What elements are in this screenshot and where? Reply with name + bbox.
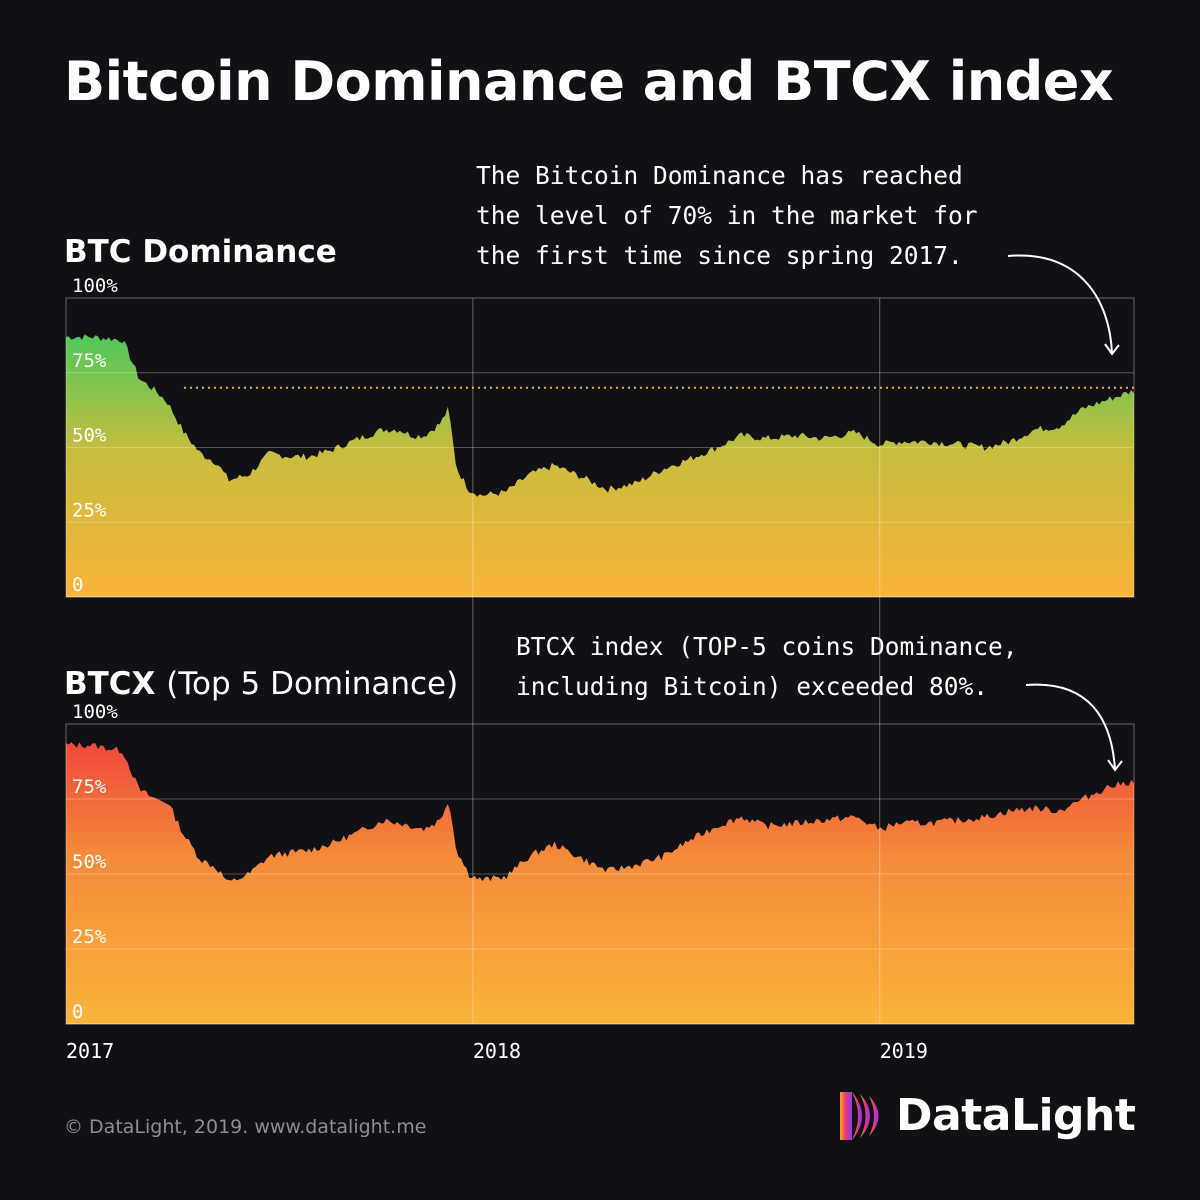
x-tick-label: 2017 xyxy=(66,1039,114,1063)
btc-y-tick-label: 25% xyxy=(72,499,107,521)
datalight-logo[interactable]: DataLight xyxy=(838,1088,1148,1144)
btcx-title-bold: BTCX xyxy=(64,666,156,702)
btc-y-tick-label: 75% xyxy=(72,350,107,372)
btcx-y-tick-label: 100% xyxy=(72,701,118,723)
btc-annotation: The Bitcoin Dominance has reached the lev… xyxy=(476,156,978,276)
btcx-y-tick-label: 75% xyxy=(72,776,107,798)
btcx-annotation-arrow-head xyxy=(1107,759,1123,772)
btc-annotation-line: the first time since spring 2017. xyxy=(476,241,963,270)
x-tick-label: 2019 xyxy=(880,1039,928,1063)
btc-y-tick-label: 0 xyxy=(72,574,83,596)
btcx-chart-title: BTCX (Top 5 Dominance) xyxy=(64,666,458,702)
btc-annotation-arrow-head xyxy=(1104,343,1120,356)
x-tick-label: 2018 xyxy=(473,1039,521,1063)
btcx-title-rest: (Top 5 Dominance) xyxy=(166,666,459,702)
page-title: Bitcoin Dominance and BTCX index xyxy=(64,50,1114,113)
logo-text: DataLight xyxy=(896,1090,1136,1141)
btc-annotation-arrow xyxy=(1007,254,1113,355)
btcx-frame xyxy=(65,723,1135,1025)
btcx-annotation: BTCX index (TOP-5 coins Dominance, includ… xyxy=(516,627,1018,707)
btc-annotation-line: The Bitcoin Dominance has reached xyxy=(476,161,963,190)
copyright-footer: © DataLight, 2019. www.datalight.me xyxy=(64,1116,427,1138)
btcx-y-tick-label: 50% xyxy=(72,851,107,873)
datalight-logo-icon xyxy=(840,1092,879,1140)
btcx-y-tick-label: 0 xyxy=(72,1001,83,1023)
btc-y-tick-label: 50% xyxy=(72,425,107,447)
btcx-annotation-arrow xyxy=(1025,683,1116,771)
btc-chart-title: BTC Dominance xyxy=(64,234,337,270)
btc-annotation-line: the level of 70% in the market for xyxy=(476,201,978,230)
btcx-area xyxy=(66,742,1134,1024)
btcx-annotation-line: including Bitcoin) exceeded 80%. xyxy=(516,672,989,701)
btcx-annotation-line: BTCX index (TOP-5 coins Dominance, xyxy=(516,632,1018,661)
btc-frame xyxy=(65,297,1135,598)
btc-area xyxy=(66,334,1134,597)
btcx-y-tick-label: 25% xyxy=(72,926,107,948)
btc-y-tick-label: 100% xyxy=(72,275,118,297)
